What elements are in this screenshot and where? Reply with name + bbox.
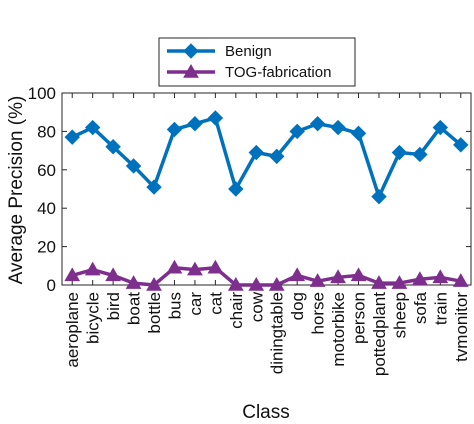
data-point-benign: [248, 144, 264, 161]
legend: Benign TOG-fabrication: [158, 37, 356, 87]
x-tick-label: car: [186, 292, 205, 316]
data-point-tog-fabrication: [330, 269, 346, 284]
y-tick-label: 20: [37, 238, 56, 257]
data-point-benign: [84, 119, 101, 136]
data-point-tog-fabrication: [207, 259, 224, 274]
x-tick-label: dog: [288, 292, 307, 320]
legend-marker-benign: [183, 43, 199, 59]
data-point-tog-fabrication: [350, 267, 367, 282]
data-point-benign: [187, 116, 203, 132]
data-point-benign: [350, 125, 367, 142]
data-point-tog-fabrication: [289, 267, 306, 282]
x-tick-label: bicycle: [84, 292, 103, 344]
data-point-benign: [228, 181, 244, 197]
legend-label-benign: Benign: [225, 43, 272, 60]
data-point-tog-fabrication: [412, 271, 428, 285]
data-point-tog-fabrication: [105, 267, 121, 282]
data-point-tog-fabrication: [309, 273, 326, 287]
data-point-benign: [166, 121, 183, 138]
x-tick-label: sheep: [390, 292, 409, 338]
data-point-tog-fabrication: [146, 276, 162, 291]
data-point-benign: [330, 119, 346, 136]
x-tick-label: chair: [227, 292, 246, 329]
data-point-benign: [269, 148, 285, 165]
plot-area: 0 20 40 60 80 100 aeroplane bicycle bird boat bott…: [28, 84, 472, 376]
data-point-benign: [207, 110, 224, 126]
axes-box: [61, 92, 472, 286]
data-point-tog-fabrication: [187, 261, 203, 276]
data-point-tog-fabrication: [432, 269, 449, 284]
data-point-tog-fabrication: [391, 275, 408, 289]
data-point-tog-fabrication: [371, 275, 387, 289]
y-tick-label: 80: [37, 122, 56, 141]
series-tog-fabrication: [64, 259, 469, 291]
series-benign: [64, 110, 469, 205]
data-point-benign: [391, 144, 408, 161]
x-tick-label: bus: [165, 292, 184, 319]
y-axis-title: Average Precision (%): [6, 96, 27, 285]
y-tick-label: 40: [37, 199, 56, 218]
legend-label-tog-fabrication: TOG-fabrication: [225, 64, 331, 81]
data-point-benign: [125, 158, 142, 174]
data-point-benign: [309, 116, 326, 132]
data-point-tog-fabrication: [452, 273, 469, 287]
x-tick-label: horse: [309, 292, 328, 335]
x-tick-label: aeroplane: [63, 292, 82, 368]
data-point-tog-fabrication: [166, 259, 183, 274]
data-point-tog-fabrication: [268, 276, 285, 291]
x-axis-title: Class: [242, 402, 290, 423]
x-tick-label: bird: [104, 292, 123, 320]
data-point-tog-fabrication: [84, 261, 101, 276]
data-point-tog-fabrication: [248, 276, 265, 291]
data-point-benign: [371, 188, 387, 205]
legend-marker-tog-fabrication: [183, 63, 199, 78]
data-point-tog-fabrication: [125, 275, 142, 289]
x-tick-label: cat: [206, 292, 225, 315]
series-line-benign: [71, 116, 462, 199]
x-tick-label: tvmonitor: [452, 292, 471, 362]
x-tick-label: train: [431, 292, 450, 325]
data-point-benign: [64, 129, 80, 145]
data-point-benign: [105, 139, 121, 155]
x-tick-label: sofa: [411, 291, 430, 324]
data-point-benign: [432, 119, 449, 136]
x-tick-label: person: [350, 292, 369, 344]
data-point-benign: [289, 123, 305, 140]
y-tick-label: 60: [37, 161, 56, 180]
y-tick-label: 0: [47, 276, 56, 295]
x-tick-label: motorbike: [329, 292, 348, 367]
data-point-tog-fabrication: [64, 267, 81, 282]
y-tick-label: 100: [28, 84, 56, 103]
data-point-benign: [412, 146, 428, 163]
data-point-tog-fabrication: [227, 276, 244, 291]
x-tick-label: pottedplant: [370, 292, 389, 376]
data-point-benign: [146, 179, 162, 195]
x-tick-label: bottle: [145, 292, 164, 334]
data-point-benign: [453, 137, 469, 153]
x-tick-label: boat: [125, 292, 144, 325]
x-tick-label: diningtable: [268, 292, 287, 374]
x-tick-label: cow: [247, 291, 266, 322]
